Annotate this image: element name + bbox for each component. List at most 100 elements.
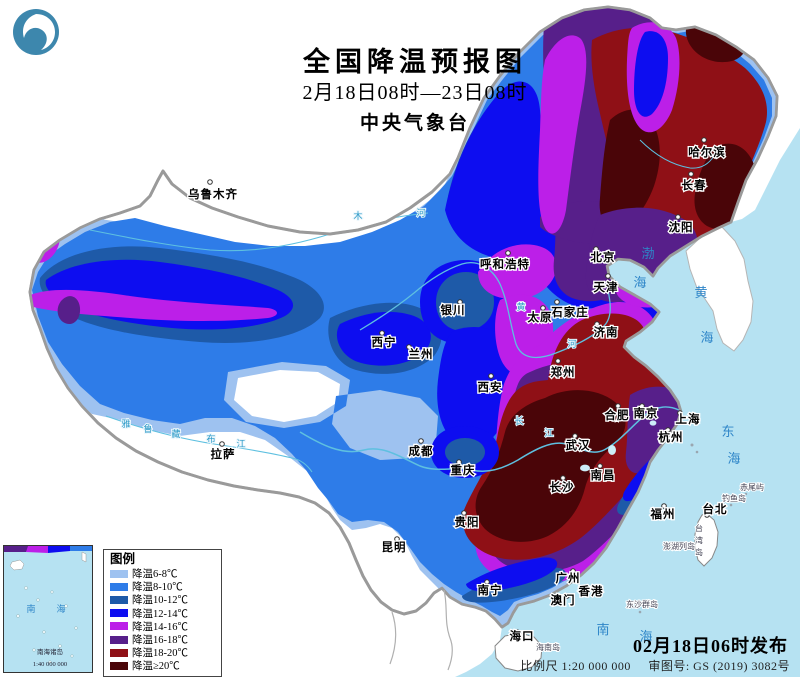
- legend-label: 降温≥20℃: [132, 661, 180, 673]
- legend-title: 图例: [110, 552, 136, 566]
- city-dot: [661, 503, 667, 509]
- region-cooling-10-12: [436, 272, 494, 331]
- region-cooling-14-16: [30, 289, 277, 321]
- review-number: 审图号: GS (2019) 3082号: [648, 659, 790, 673]
- region-cooling-14-16: [538, 35, 587, 234]
- sea-label: 黄: [694, 285, 707, 300]
- city-dot: [615, 403, 621, 409]
- sea-label: 海: [639, 629, 652, 644]
- city-dot: [701, 137, 707, 143]
- legend-swatch: [110, 595, 128, 604]
- island-label: 澎湖列岛: [663, 541, 695, 551]
- legend-item: 降温≥20℃: [110, 659, 216, 672]
- city-dot: [597, 463, 603, 469]
- city-label: 上海: [676, 412, 701, 426]
- scale-text: 比例尺 1:20 000 000: [520, 659, 631, 673]
- china-border: [28, 5, 779, 629]
- river-label: 雅: [121, 418, 130, 429]
- legend-item: 降温12-14℃: [110, 607, 216, 620]
- river-label: 黄: [516, 301, 525, 312]
- city-dot: [418, 438, 424, 444]
- region-cooling-12-14: [437, 326, 515, 448]
- city-dot: [514, 629, 520, 635]
- legend-item: 降温14-16℃: [110, 620, 216, 633]
- legend-swatch: [110, 635, 128, 644]
- river-label: 木: [353, 210, 362, 221]
- neighbor-borders: [389, 589, 453, 671]
- legend-item: 降温18-20℃: [110, 646, 216, 659]
- legend-label: 降温10-12℃: [132, 595, 188, 607]
- hainan-island: [494, 632, 543, 672]
- city-label: 乌鲁木齐: [188, 187, 238, 201]
- city-label: 杭州: [659, 430, 684, 444]
- river-label: 鲁: [143, 423, 152, 434]
- city-dot: [457, 299, 463, 305]
- legend: 图例 降温6-8℃ 降温8-10℃ 降温10-12℃ 降温12-14℃ 降温14-16℃…: [103, 549, 222, 677]
- city-label: 海口: [510, 629, 535, 643]
- island-label: 湾: [695, 535, 703, 545]
- city-dot: [456, 459, 462, 465]
- city-label: 北京: [591, 250, 616, 264]
- city-dot: [572, 433, 578, 439]
- city-dot: [564, 593, 570, 599]
- river-label: 藏: [171, 428, 180, 439]
- island-label: 岛: [695, 547, 703, 557]
- city-label: 哈尔滨: [688, 145, 726, 159]
- city-dot: [688, 171, 694, 177]
- region-cooling-16-18: [57, 296, 81, 325]
- legend-item: 降温6-8℃: [110, 567, 216, 580]
- legend-swatch: [110, 661, 128, 670]
- city-dot: [488, 373, 494, 379]
- city-dot: [554, 299, 560, 305]
- yellow-river: [359, 262, 611, 359]
- sea-label: 海: [727, 451, 740, 466]
- inset-sea-label: 海: [56, 603, 67, 614]
- city-label: 武汉: [566, 438, 591, 452]
- inset-sea-label: 南: [26, 603, 37, 614]
- city-label: 长春: [682, 178, 707, 192]
- region-cooling-12-14: [336, 311, 431, 366]
- inset-scale: 1:40 000 000: [33, 661, 67, 668]
- legend-label: 降温6-8℃: [132, 569, 178, 581]
- city-label: 南京: [634, 406, 659, 420]
- region-cooling-14-16: [30, 201, 61, 263]
- dongting-lake: [580, 464, 590, 472]
- yarlung-river: [105, 415, 313, 473]
- city-label: 西安: [478, 380, 503, 394]
- island-label: 赤尾屿: [740, 483, 764, 492]
- city-label: 天津: [594, 280, 619, 294]
- island-label: 钓鱼岛: [722, 493, 746, 503]
- city-dot: [484, 579, 490, 585]
- map-title-block: 全国降温预报图 2月18日08时—23日08时 中央气象台: [255, 46, 575, 139]
- poyang-lake: [608, 445, 616, 455]
- legend-item: 降温10-12℃: [110, 593, 216, 606]
- city-label: 银川: [441, 303, 466, 317]
- city-dot: [540, 305, 546, 311]
- legend-swatch: [110, 582, 128, 591]
- legend-label: 降温18-20℃: [132, 648, 188, 660]
- city-label: 太原: [527, 310, 553, 324]
- city-dot: [677, 410, 683, 416]
- korea-peninsula: [685, 226, 754, 352]
- sea-label: 海: [700, 330, 713, 345]
- yangtze-river: [299, 406, 680, 472]
- legend-label: 降温8-10℃: [132, 582, 183, 594]
- taiwan-island: [694, 513, 719, 567]
- city-dot: [665, 427, 671, 433]
- legend-item: 降温16-18℃: [110, 633, 216, 646]
- cooling-regions: [30, 7, 777, 627]
- legend-label: 降温12-14℃: [132, 608, 188, 620]
- city-label: 合肥: [605, 408, 630, 422]
- city-dot: [605, 273, 611, 279]
- city-label: 长沙: [550, 480, 575, 494]
- sea-label: 渤: [641, 246, 654, 261]
- city-dot: [704, 512, 710, 518]
- region-cooling-14-16: [478, 244, 557, 300]
- city-label: 南昌: [591, 468, 616, 482]
- city-label: 兰州: [409, 347, 434, 361]
- cma-logo-icon: [13, 9, 59, 55]
- city-dot: [583, 584, 589, 590]
- city-dot: [207, 179, 213, 185]
- legend-rows: 降温6-8℃ 降温8-10℃ 降温10-12℃ 降温12-14℃ 降温14-16℃ 降温1…: [110, 567, 216, 673]
- city-dot: [219, 441, 225, 447]
